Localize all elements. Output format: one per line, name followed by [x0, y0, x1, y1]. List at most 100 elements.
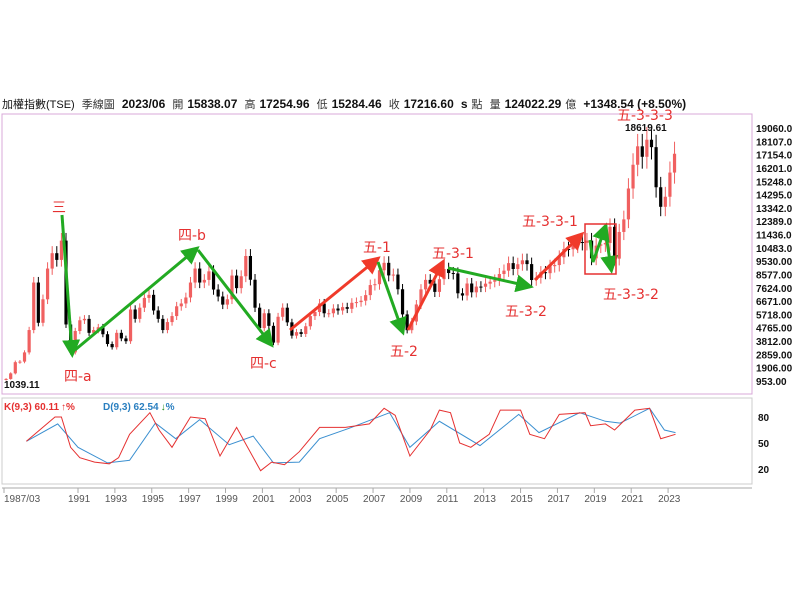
candle — [9, 372, 13, 380]
candle — [124, 335, 128, 344]
candle — [161, 315, 165, 334]
candle-body — [87, 318, 91, 333]
candle — [128, 305, 133, 344]
x-tick-label: 2013 — [474, 494, 497, 505]
candle — [617, 223, 621, 266]
candle — [354, 297, 359, 308]
y-tick-label: 2859.00 — [756, 350, 793, 361]
symbol-name: 加權指數(TSE) — [2, 99, 75, 111]
candle — [281, 303, 285, 321]
candle-body — [617, 231, 621, 259]
candle-body — [451, 273, 455, 275]
x-tick-label: 1987/03 — [4, 494, 41, 505]
candle-body — [530, 264, 534, 281]
y-tick-label: 7624.00 — [756, 284, 793, 295]
candle-body — [9, 373, 13, 379]
candle-body — [124, 338, 128, 342]
candle — [22, 350, 27, 364]
candle-body — [400, 289, 405, 315]
candle — [170, 312, 174, 326]
candle-body — [557, 257, 561, 266]
candle-body — [442, 268, 446, 280]
candle — [502, 264, 506, 281]
candle-body — [207, 271, 211, 280]
candle-body — [631, 164, 635, 189]
close-value: 17216.60 — [403, 97, 454, 111]
candle-body — [45, 268, 50, 300]
candle — [525, 253, 529, 271]
candle-body — [511, 263, 515, 269]
candle-body — [294, 332, 299, 336]
candle — [626, 178, 631, 229]
wave-label: 五-3-3-2 — [603, 287, 659, 303]
candle-body — [433, 283, 437, 292]
candle — [530, 257, 534, 286]
candle-body — [211, 271, 216, 290]
candle-body — [18, 361, 22, 363]
candle-body — [133, 309, 137, 319]
candle — [447, 262, 451, 280]
candle-body — [387, 262, 391, 276]
candle-body — [350, 302, 354, 309]
y-tick-label: 1906.00 — [756, 364, 793, 375]
candle — [110, 341, 114, 350]
candle-body — [179, 303, 183, 307]
candle — [216, 284, 220, 302]
candle-body — [230, 275, 234, 300]
candle — [345, 302, 349, 314]
candle — [442, 262, 446, 285]
candle-body — [520, 260, 525, 265]
candle — [341, 302, 345, 315]
candle-body — [364, 295, 368, 301]
candle — [557, 250, 561, 272]
candle-body — [668, 172, 672, 197]
candle-body — [553, 265, 557, 267]
candle-body — [13, 362, 17, 374]
kd-panel-frame — [1, 397, 753, 485]
x-tick-label: 2007 — [363, 494, 386, 505]
candle-body — [202, 279, 206, 283]
candle — [400, 283, 405, 319]
period-label: 季線圖 — [81, 99, 115, 111]
candle-body — [142, 297, 146, 308]
candle — [304, 322, 308, 337]
candle-body — [373, 284, 377, 286]
k-line — [26, 407, 676, 472]
candle-body — [119, 332, 123, 339]
x-tick-label: 2021 — [621, 494, 644, 505]
volume-label: 量 — [489, 99, 501, 111]
candle — [331, 304, 335, 318]
wave-label: 四-c — [250, 356, 277, 372]
candle — [299, 329, 303, 337]
candle-body — [165, 322, 170, 331]
wave-arrows — [60, 214, 619, 358]
candle-body — [156, 310, 160, 319]
candle — [368, 279, 372, 301]
candle — [4, 378, 8, 381]
candle — [456, 267, 460, 299]
candle-body — [645, 139, 649, 157]
candle — [511, 256, 515, 276]
candle-body — [405, 314, 409, 331]
high-note: 18619.61 — [625, 123, 667, 134]
candle-body — [377, 270, 382, 285]
candle-body — [152, 294, 156, 311]
candle — [119, 329, 123, 342]
y-tick-label: 13342.0 — [756, 204, 793, 215]
candle — [244, 249, 248, 283]
candle — [45, 262, 50, 305]
arrow-up — [289, 256, 381, 332]
candle-body — [368, 285, 372, 296]
candle-body — [640, 146, 644, 157]
high-label: 高 — [244, 99, 256, 111]
y-tick-label: 12389.0 — [756, 217, 793, 228]
candle-body — [239, 276, 243, 289]
candle — [460, 288, 465, 301]
candle — [433, 278, 437, 298]
candle — [138, 303, 142, 323]
candle-body — [276, 316, 280, 343]
candle — [285, 303, 289, 326]
candle-body — [4, 378, 8, 380]
candle-body — [184, 297, 188, 304]
x-tick-label: 2017 — [547, 494, 570, 505]
